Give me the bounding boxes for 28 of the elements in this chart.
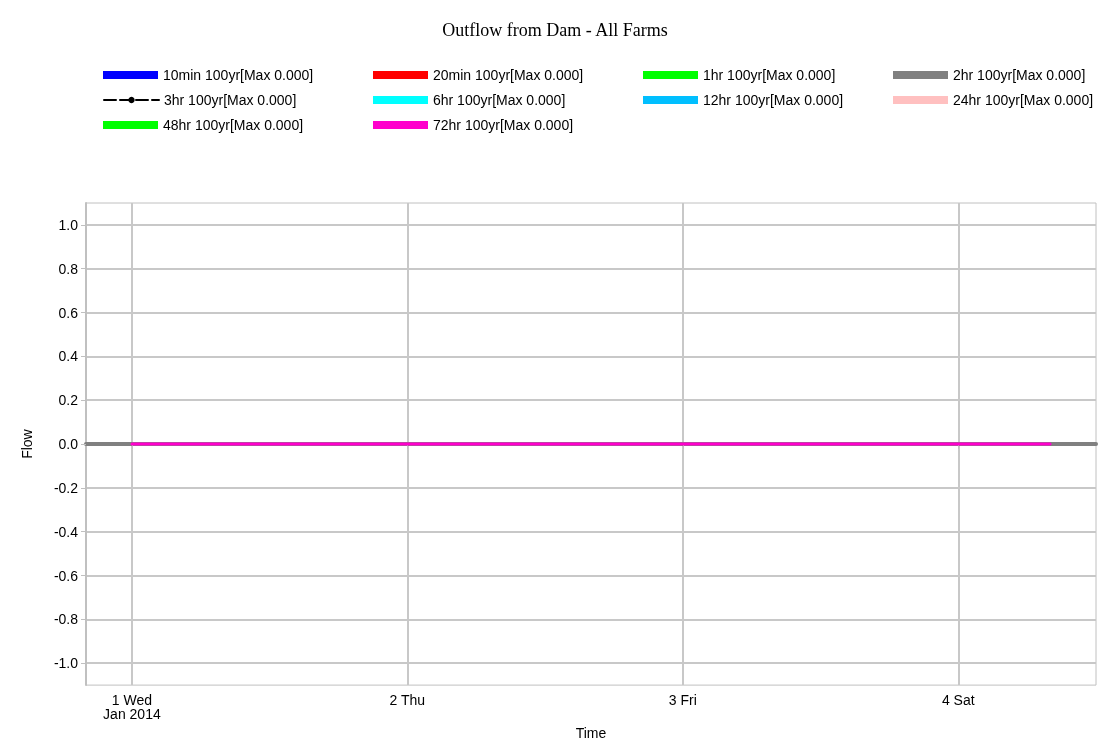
x-tick-label: 2 Thu: [389, 692, 426, 709]
y-tick-label: -0.2: [53, 479, 79, 496]
x-axis-title: Time: [575, 725, 607, 741]
x-tick-label: 1 Wed Jan 2014: [103, 692, 161, 723]
y-tick-label: 0.6: [58, 304, 79, 321]
legend-label: 48hr 100yr[Max 0.000]: [163, 117, 304, 133]
legend-label: 1hr 100yr[Max 0.000]: [703, 67, 836, 83]
y-tick-label: -0.4: [53, 523, 79, 540]
legend-label: 2hr 100yr[Max 0.000]: [953, 67, 1086, 83]
y-tick-label: -0.8: [53, 611, 79, 628]
y-tick-label: 0.0: [58, 436, 79, 453]
legend-label: 10min 100yr[Max 0.000]: [163, 67, 314, 83]
chart-title: Outflow from Dam - All Farms: [442, 20, 668, 40]
y-tick-label: -0.6: [53, 567, 79, 584]
y-tick-label: 0.4: [58, 348, 79, 365]
y-tick-label: -1.0: [53, 655, 79, 672]
legend-label: 24hr 100yr[Max 0.000]: [953, 92, 1094, 108]
legend-label: 3hr 100yr[Max 0.000]: [164, 92, 297, 108]
x-tick-label: 3 Fri: [668, 692, 697, 709]
legend-label: 12hr 100yr[Max 0.000]: [703, 92, 844, 108]
y-tick-label: 0.8: [58, 260, 79, 277]
legend-label: 6hr 100yr[Max 0.000]: [433, 92, 566, 108]
legend-label: 72hr 100yr[Max 0.000]: [433, 117, 574, 133]
y-tick-label: 1.0: [58, 216, 79, 233]
x-tick-label: 4 Sat: [941, 692, 975, 709]
y-tick-label: 0.2: [58, 392, 79, 409]
legend-label: 20min 100yr[Max 0.000]: [433, 67, 584, 83]
y-axis-title: Flow: [19, 428, 35, 459]
